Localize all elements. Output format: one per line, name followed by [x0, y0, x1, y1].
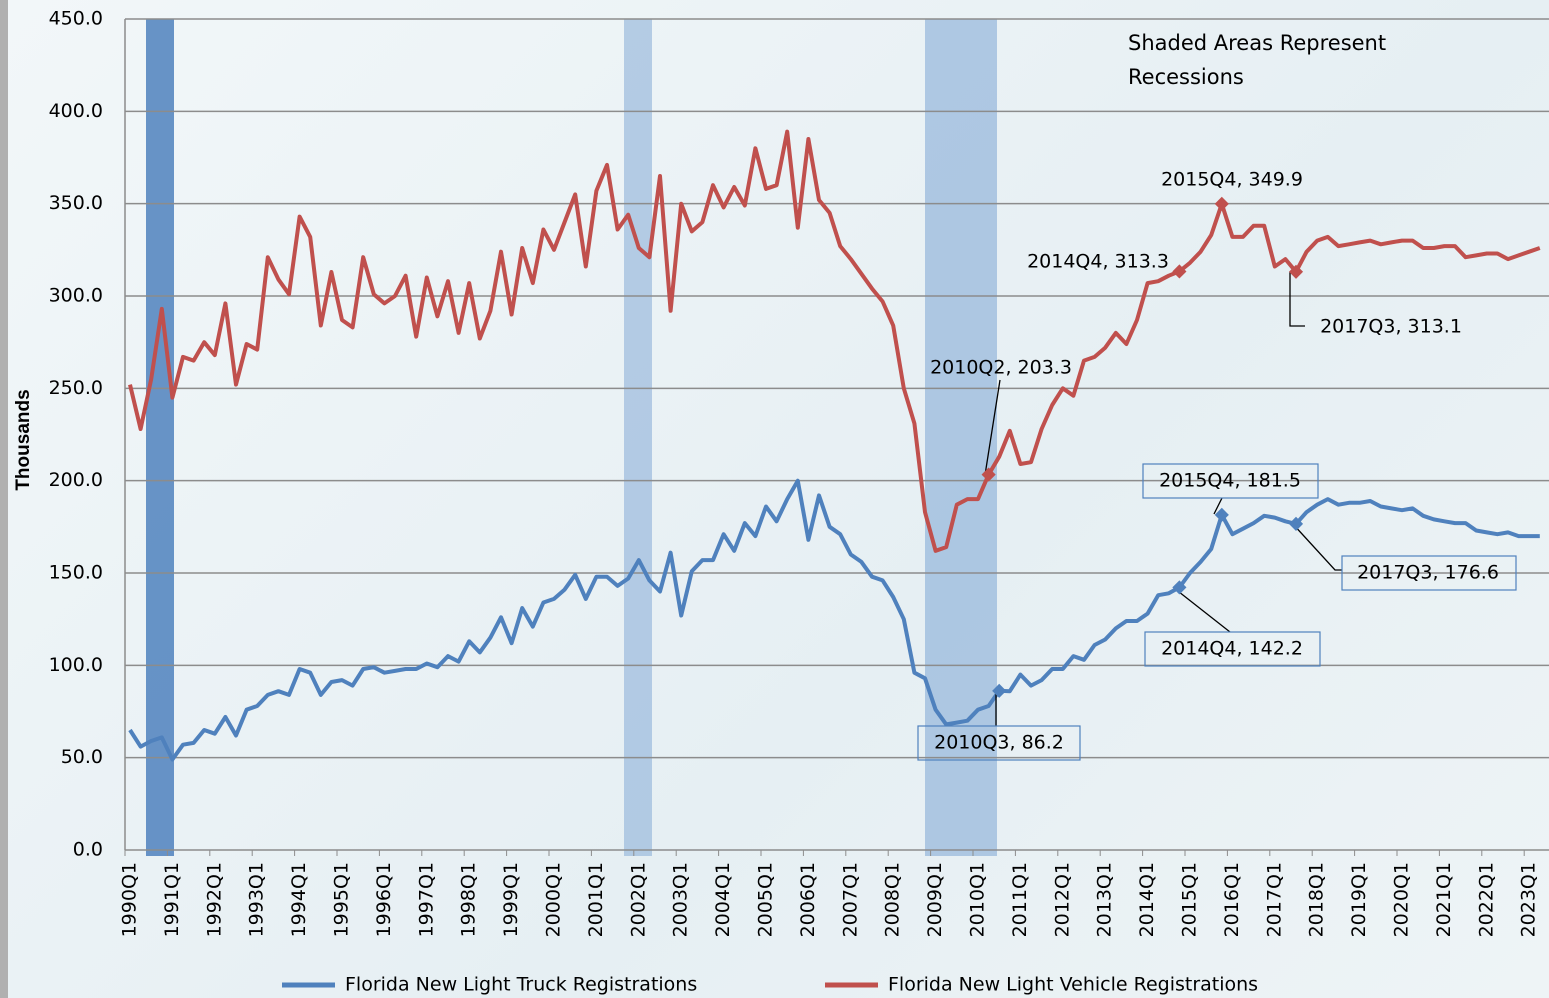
point-marker: [992, 683, 1007, 698]
y-tick-label: 200.0: [49, 469, 103, 491]
x-tick-label: 1999Q1: [500, 862, 522, 937]
recession-band: [925, 19, 997, 856]
y-tick-label: 450.0: [49, 8, 103, 30]
leader-line: [1291, 522, 1342, 571]
annotation-box: [1144, 631, 1321, 667]
leader-line: [1213, 497, 1223, 515]
x-tick-label: 2022Q1: [1475, 862, 1497, 937]
x-tick-label: 2007Q1: [839, 862, 861, 937]
annotation: 2014Q4, 142.2: [1161, 638, 1303, 660]
y-tick-label: 0.0: [73, 839, 103, 861]
x-tick-label: 1990Q1: [119, 862, 141, 937]
recession-note: Shaded Areas Represent Recessions: [1128, 31, 1387, 89]
x-tick-label: 2019Q1: [1348, 862, 1370, 937]
x-tick-label: 1995Q1: [331, 862, 353, 937]
x-tick-label: 2018Q1: [1306, 862, 1328, 937]
x-tick-label: 2001Q1: [585, 862, 607, 937]
x-tick-label: 2013Q1: [1094, 862, 1116, 937]
x-tick-label: 2016Q1: [1221, 862, 1243, 937]
y-tick-label: 350.0: [49, 192, 103, 214]
point-marker: [1214, 196, 1229, 211]
x-tick-label: 2011Q1: [1009, 862, 1031, 937]
annotation: 2017Q3, 176.6: [1357, 562, 1499, 584]
x-tick-label: 2023Q1: [1518, 862, 1540, 937]
annotation-box: [1142, 463, 1319, 499]
annotation-box: [917, 725, 1081, 761]
x-tick-label: 2014Q1: [1136, 862, 1158, 937]
x-tick-label: 2005Q1: [755, 862, 777, 937]
x-tick-label: 2012Q1: [1051, 862, 1073, 937]
annotation: 2017Q3, 313.1: [1320, 316, 1462, 338]
y-tick-label: 300.0: [49, 285, 103, 307]
x-tick-label: 2021Q1: [1433, 862, 1455, 937]
x-tick-label: 2000Q1: [543, 862, 565, 937]
y-tick-label: 100.0: [49, 654, 103, 676]
point-marker: [1172, 264, 1187, 279]
recession-band: [146, 19, 174, 856]
annotation: 2010Q2, 203.3: [930, 357, 1072, 379]
x-tick-label: 2008Q1: [882, 862, 904, 937]
point-marker: [1288, 516, 1304, 531]
point-marker: [1288, 264, 1304, 279]
point-marker: [1172, 580, 1187, 595]
x-tick-label: 1994Q1: [288, 862, 310, 937]
x-tick-label: 1998Q1: [458, 862, 480, 937]
annotation: 2015Q4, 349.9: [1161, 169, 1303, 191]
x-tick-label: 2017Q1: [1263, 862, 1285, 937]
y-tick-label: 50.0: [61, 746, 103, 768]
y-tick-label: 250.0: [49, 377, 103, 399]
x-tick-label: 2015Q1: [1179, 862, 1201, 937]
leader-line: [984, 379, 1001, 476]
leader-line: [1173, 587, 1231, 633]
x-tick-label: 1993Q1: [246, 862, 268, 937]
left-edge: [0, 0, 8, 998]
leader-line: [1289, 272, 1305, 327]
x-tick-label: 2010Q1: [967, 862, 989, 937]
y-tick-label: 150.0: [49, 562, 103, 584]
recession-band: [624, 19, 652, 856]
x-tick-label: 1991Q1: [161, 862, 183, 937]
x-tick-label: 2003Q1: [670, 862, 692, 937]
legend-label: Florida New Light Truck Registrations: [345, 974, 697, 996]
x-tick-label: 1992Q1: [203, 862, 225, 937]
x-tick-label: 1996Q1: [373, 862, 395, 937]
y-axis-label: Thousands: [13, 389, 34, 490]
x-tick-label: 1997Q1: [415, 862, 437, 937]
annotation: 2014Q4, 313.3: [1027, 251, 1169, 273]
annotation-box: [1341, 555, 1517, 591]
x-tick-label: 2002Q1: [627, 862, 649, 937]
x-tick-label: 2009Q1: [924, 862, 946, 937]
legend-label: Florida New Light Vehicle Registrations: [888, 974, 1258, 996]
series-line: [128, 129, 1541, 553]
point-marker: [981, 467, 996, 482]
annotation: 2010Q3, 86.2: [934, 732, 1064, 754]
series-line: [128, 478, 1540, 762]
x-tick-label: 2020Q1: [1391, 862, 1413, 937]
x-tick-label: 2006Q1: [797, 862, 819, 937]
x-tick-label: 2004Q1: [712, 862, 734, 937]
annotation: 2015Q4, 181.5: [1159, 470, 1301, 492]
y-tick-label: 400.0: [49, 100, 103, 122]
